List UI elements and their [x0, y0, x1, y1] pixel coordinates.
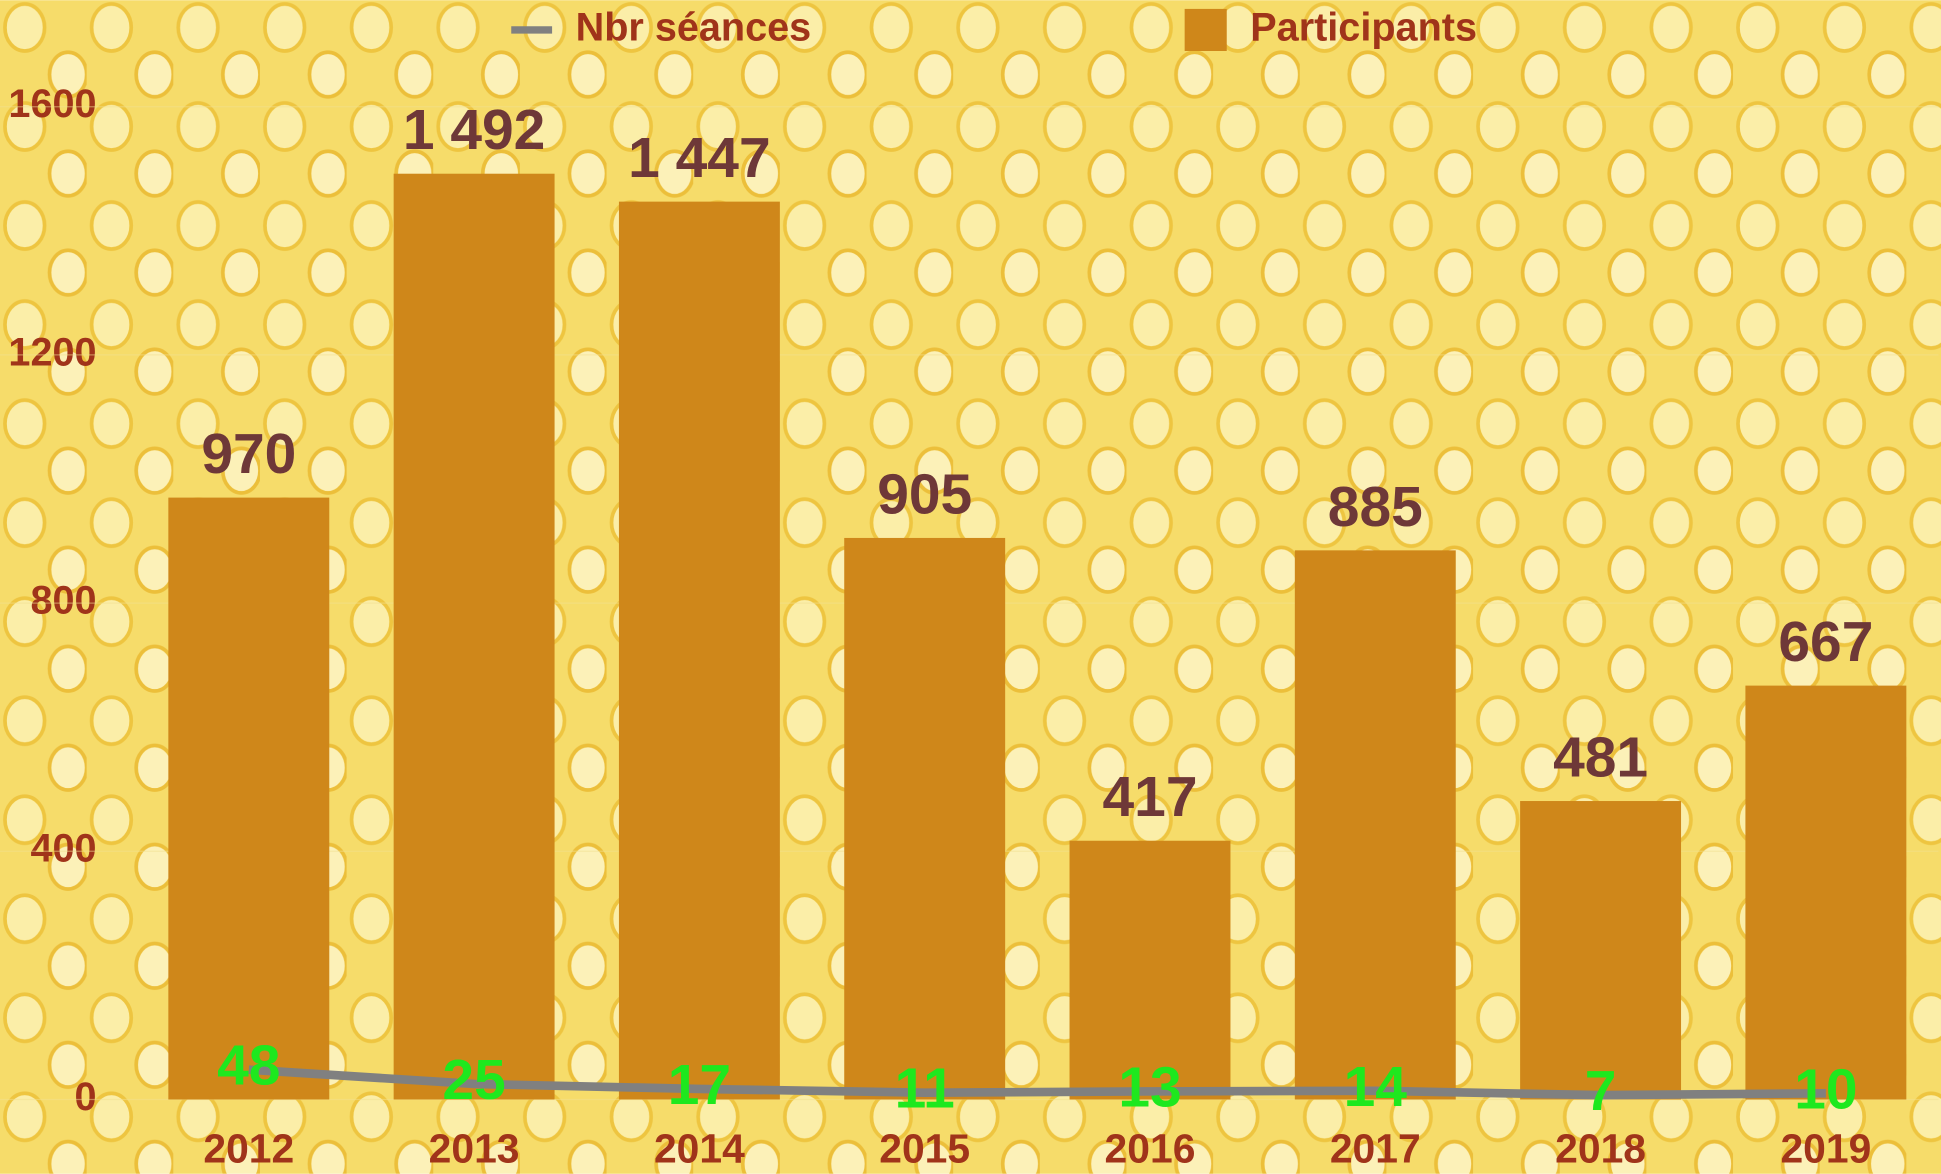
bar: [1069, 840, 1231, 1100]
bar-value-label: 970: [201, 422, 296, 486]
bar-value-label: 481: [1553, 725, 1648, 789]
x-tick-label: 2018: [1555, 1125, 1646, 1171]
bar: [168, 497, 330, 1100]
bar-value-label: 667: [1778, 610, 1873, 674]
line-value-label: 7: [1585, 1059, 1617, 1123]
y-tick-label: 1200: [8, 330, 96, 374]
bar: [393, 173, 555, 1100]
line-value-label: 17: [668, 1053, 731, 1117]
bar-value-label: 885: [1328, 475, 1423, 539]
x-tick-label: 2017: [1330, 1125, 1421, 1171]
x-tick-label: 2013: [429, 1125, 520, 1171]
x-tick-label: 2012: [203, 1125, 294, 1171]
line-value-label: 25: [442, 1048, 505, 1112]
bar-value-label: 905: [877, 462, 972, 526]
legend-label: Participants: [1250, 5, 1477, 49]
y-tick-label: 0: [75, 1075, 97, 1119]
bar-value-label: 1 492: [403, 98, 545, 162]
x-tick-label: 2015: [879, 1125, 970, 1171]
x-tick-label: 2016: [1105, 1125, 1196, 1171]
line-value-label: 14: [1344, 1055, 1408, 1119]
x-tick-label: 2019: [1780, 1125, 1871, 1171]
line-value-label: 48: [217, 1034, 280, 1098]
line-value-label: 10: [1794, 1057, 1857, 1121]
y-tick-label: 1600: [8, 82, 96, 126]
bar-value-label: 1 447: [628, 126, 770, 190]
x-tick-label: 2014: [654, 1125, 745, 1171]
bar: [1294, 550, 1456, 1100]
legend-label: Nbr séances: [576, 5, 812, 49]
y-tick-label: 400: [30, 827, 96, 871]
bar: [844, 537, 1006, 1100]
bar: [1520, 801, 1682, 1100]
legend-bar-icon: [1184, 8, 1227, 51]
bar: [618, 201, 780, 1100]
bar: [1745, 685, 1907, 1100]
line-value-label: 11: [895, 1057, 955, 1121]
bar-value-label: 417: [1102, 765, 1197, 829]
line-value-label: 13: [1118, 1055, 1181, 1119]
y-tick-label: 800: [30, 579, 96, 623]
line: [248, 1065, 1826, 1100]
